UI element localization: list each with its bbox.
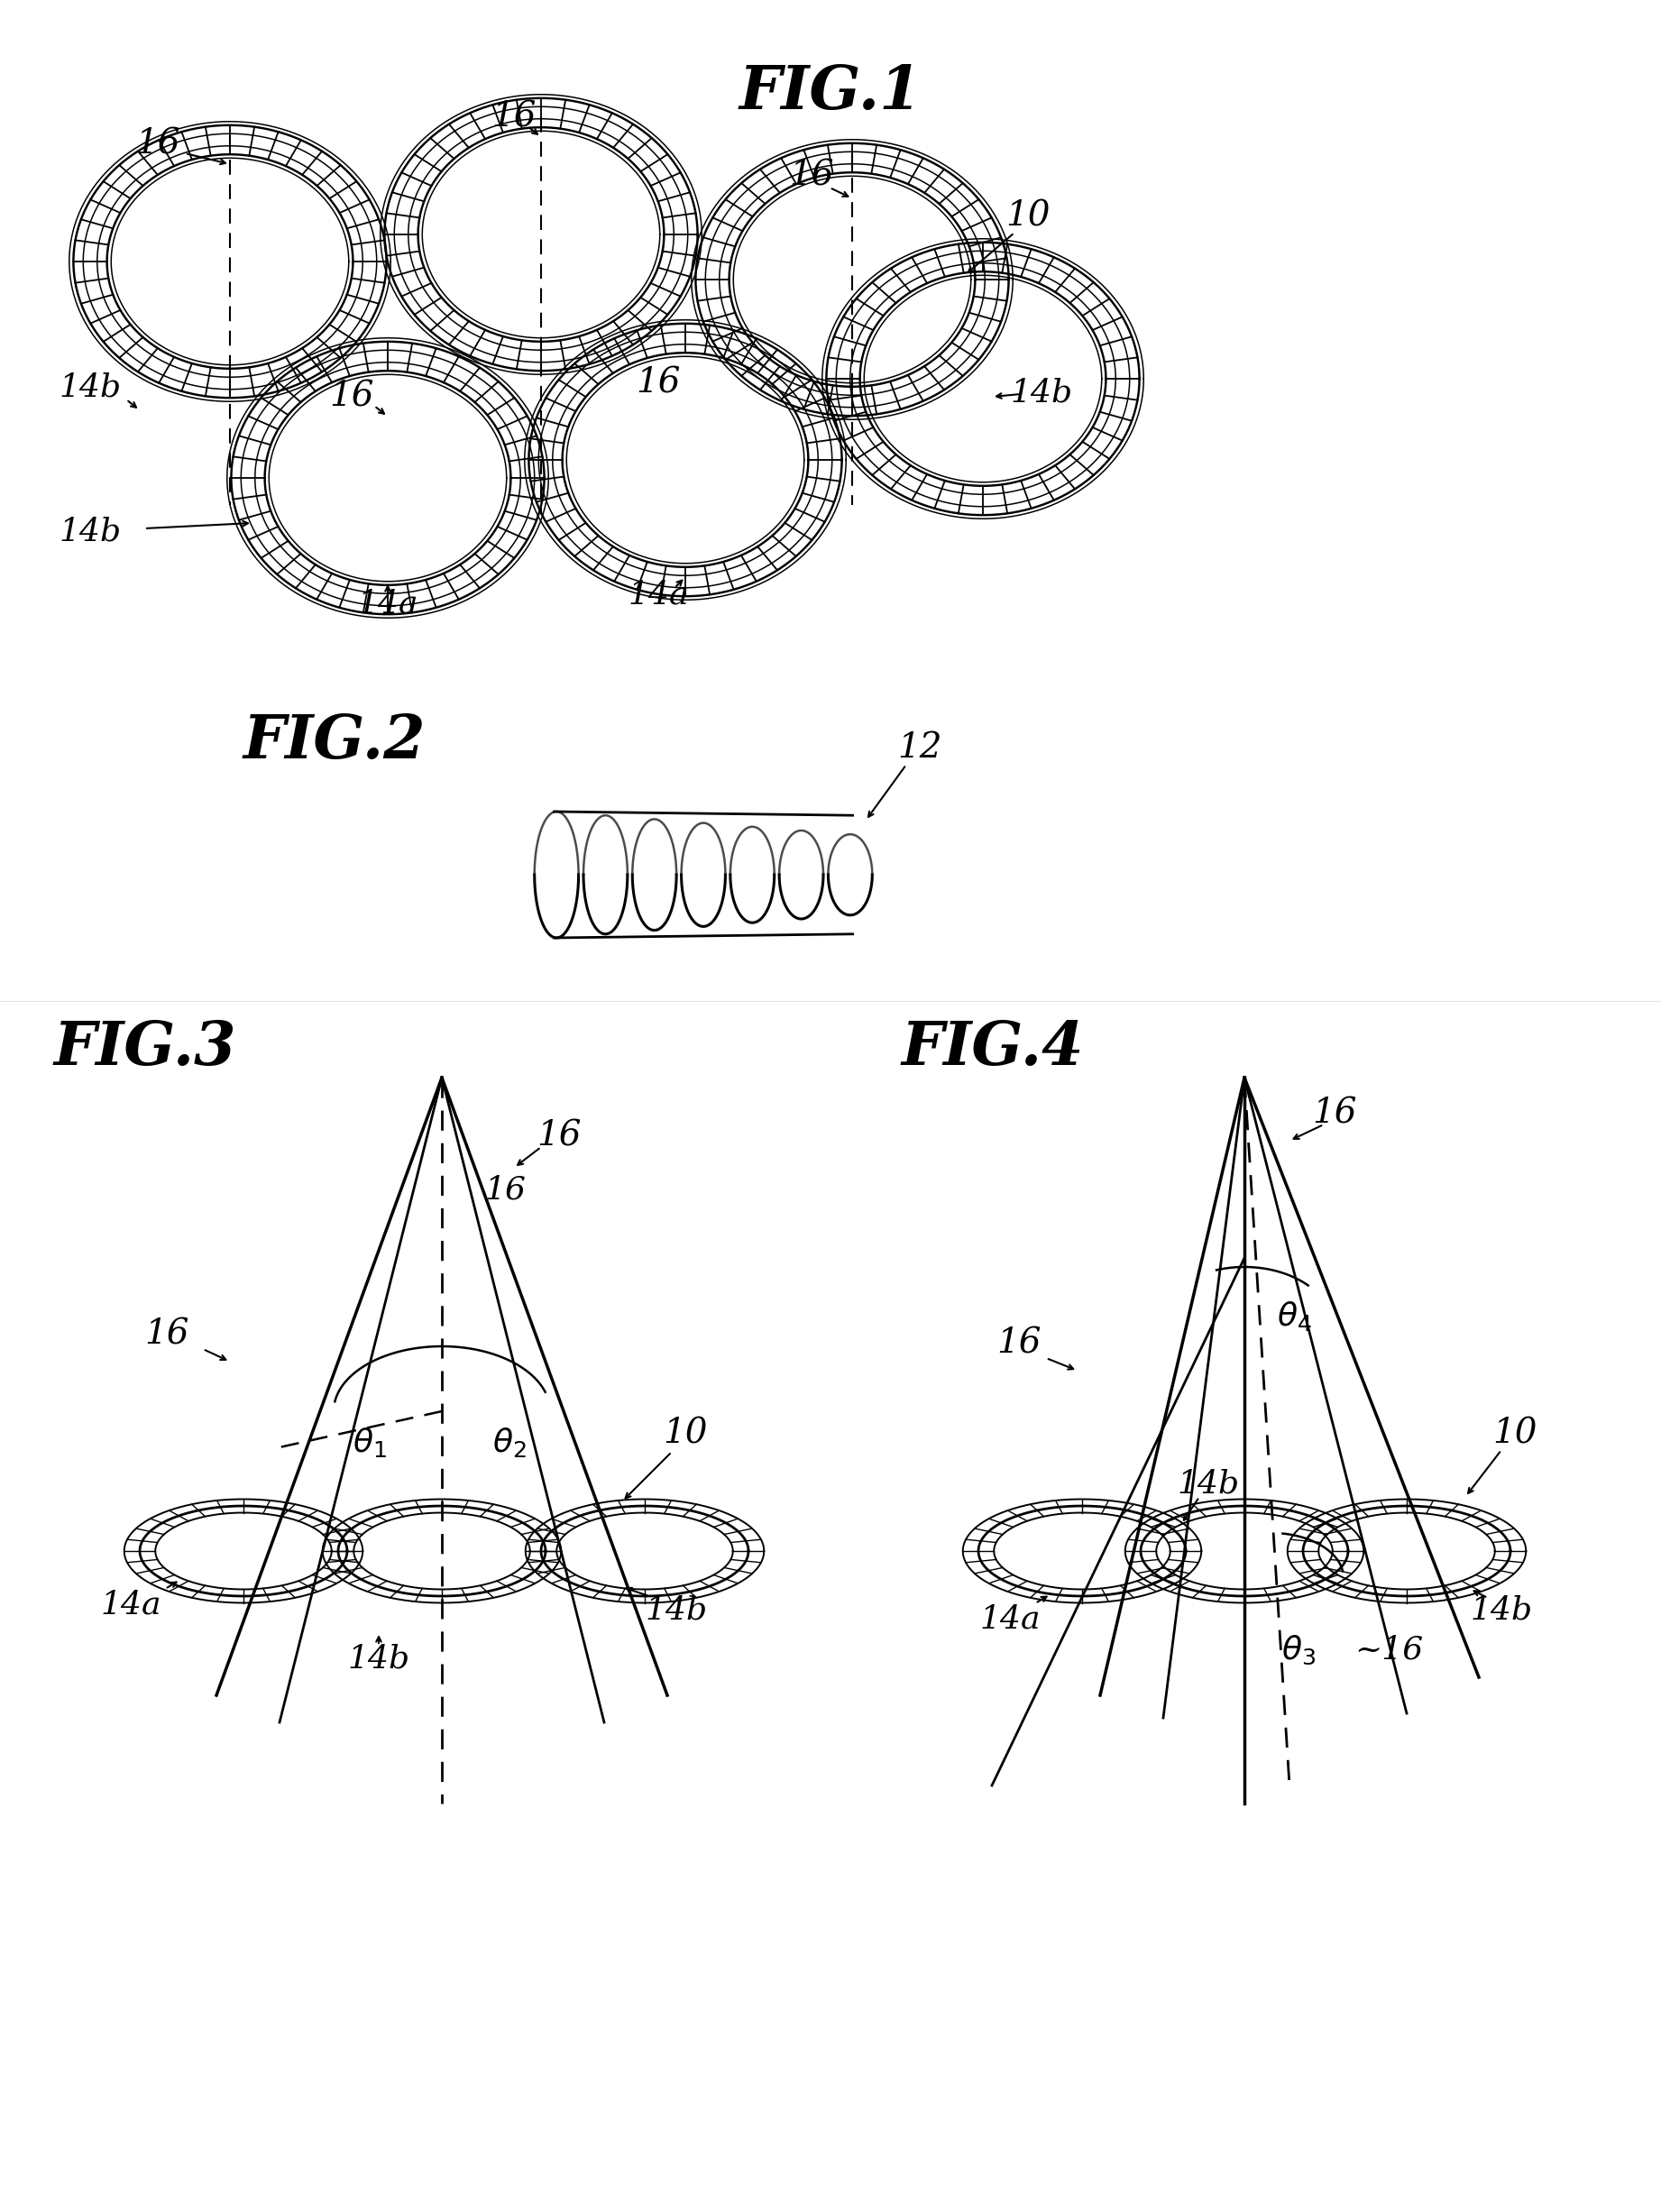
Text: $\theta_3$: $\theta_3$ [1281,1635,1316,1666]
Text: $\theta_4$: $\theta_4$ [1277,1301,1312,1334]
Text: $\theta_1$: $\theta_1$ [352,1427,387,1460]
Text: 14a: 14a [100,1590,161,1621]
Text: 14b: 14b [1470,1595,1533,1626]
Text: 10: 10 [663,1418,708,1451]
Text: FIG.3: FIG.3 [55,1020,238,1077]
Text: 16: 16 [636,367,681,400]
Text: 16: 16 [145,1318,189,1352]
Text: 16: 16 [789,159,834,192]
Text: $\theta_2$: $\theta_2$ [492,1427,527,1460]
Text: 14b: 14b [60,518,121,546]
Text: FIG.2: FIG.2 [244,712,427,772]
Text: 12: 12 [897,732,942,765]
Text: 14b: 14b [347,1644,410,1674]
Text: 14b: 14b [1178,1469,1239,1500]
Text: 14a: 14a [980,1604,1040,1635]
Text: 16: 16 [537,1119,581,1152]
Text: 14b: 14b [60,372,121,403]
Text: 16: 16 [136,128,179,161]
Text: 14b: 14b [1010,376,1073,407]
Text: 16: 16 [492,100,537,135]
Text: FIG.4: FIG.4 [902,1020,1085,1077]
Text: 16: 16 [485,1175,527,1206]
Text: ~16: ~16 [1354,1635,1423,1666]
Text: 10: 10 [1493,1418,1536,1451]
Text: FIG.1: FIG.1 [739,64,922,122]
Text: 16: 16 [1312,1097,1357,1130]
Text: 14b: 14b [644,1595,708,1626]
Text: 16: 16 [329,380,374,414]
Text: 14a: 14a [628,580,689,611]
Text: 10: 10 [1005,199,1050,232]
Text: 16: 16 [997,1327,1041,1360]
Text: 14a: 14a [357,588,419,619]
